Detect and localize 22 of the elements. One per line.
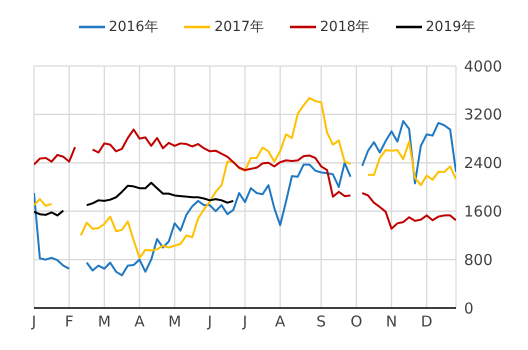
x-tick-label: D xyxy=(420,312,432,331)
legend-label: 2018年 xyxy=(320,18,370,36)
y-tick-label: 800 xyxy=(464,250,493,269)
y-tick-label: 4000 xyxy=(464,57,502,76)
x-tick-label: J xyxy=(242,312,248,331)
x-tick-label: A xyxy=(134,312,146,331)
x-tick-label: A xyxy=(275,312,286,331)
x-tick-label: F xyxy=(64,312,74,331)
x-tick-label: M xyxy=(98,312,111,331)
x-tick-label: J xyxy=(206,312,212,331)
legend-label: 2016年 xyxy=(108,18,158,36)
x-tick-label: S xyxy=(316,312,326,331)
x-tick-label: O xyxy=(350,312,362,331)
legend-label: 2017年 xyxy=(214,18,264,36)
y-tick-label: 3200 xyxy=(464,106,502,124)
legend-label: 2019年 xyxy=(426,18,476,36)
x-tick-label: J xyxy=(30,312,36,331)
y-tick-label: 0 xyxy=(464,299,474,318)
x-tick-label: N xyxy=(386,312,398,331)
y-tick-label: 2400 xyxy=(464,154,502,172)
y-tick-label: 1600 xyxy=(464,202,502,221)
x-tick-label: M xyxy=(168,312,182,331)
